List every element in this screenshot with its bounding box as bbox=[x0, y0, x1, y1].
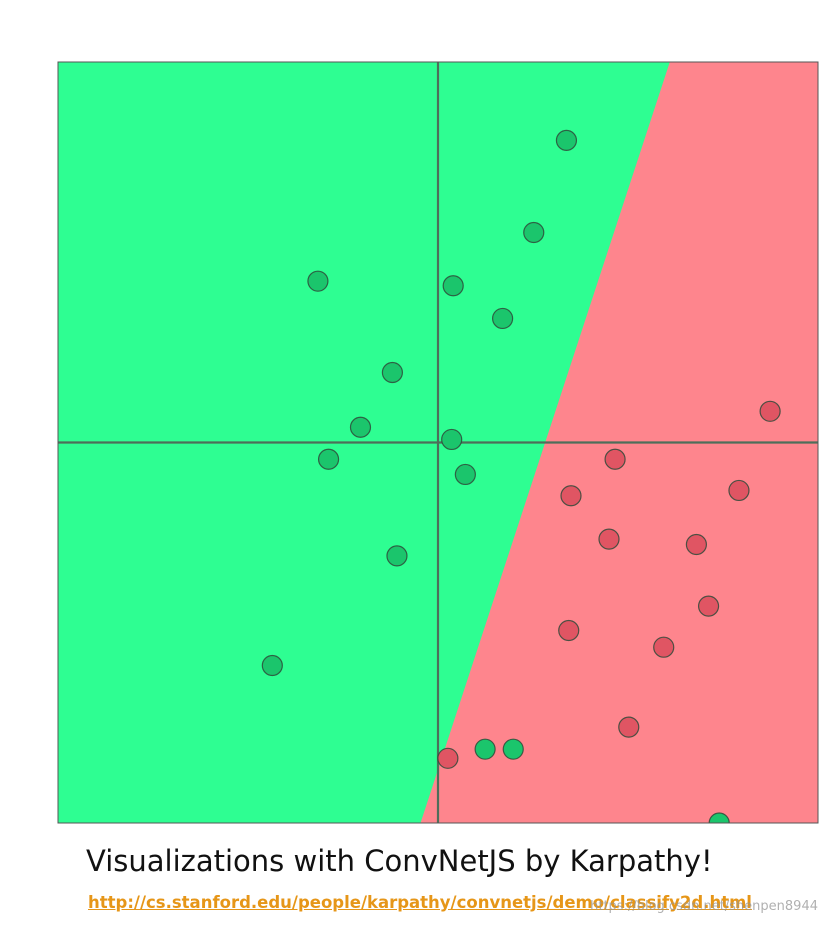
red-point bbox=[653, 636, 675, 658]
caption: Visualizations with ConvNetJS by Karpath… bbox=[86, 844, 713, 878]
green-point bbox=[523, 221, 545, 244]
green-point bbox=[261, 654, 283, 677]
red-point bbox=[598, 528, 620, 550]
axes bbox=[58, 62, 818, 823]
green-point bbox=[708, 812, 730, 823]
green-point bbox=[386, 545, 408, 567]
watermark: https://blog.csdn.net/shenpen8944 bbox=[590, 899, 818, 914]
green-point bbox=[454, 463, 476, 486]
red-point bbox=[437, 747, 459, 769]
plot-frame bbox=[57, 61, 819, 824]
green-point bbox=[442, 275, 464, 297]
green-point bbox=[381, 361, 403, 384]
source-link[interactable]: http://cs.stanford.edu/people/karpathy/c… bbox=[88, 893, 752, 912]
green-point bbox=[349, 416, 372, 438]
green-point bbox=[474, 738, 496, 760]
red-point bbox=[604, 448, 626, 470]
red-point bbox=[558, 619, 580, 642]
green-point bbox=[307, 270, 329, 292]
green-point bbox=[441, 428, 463, 451]
red-point bbox=[618, 716, 640, 738]
green-point bbox=[502, 738, 524, 760]
green-point bbox=[555, 129, 578, 151]
data-points bbox=[261, 129, 781, 823]
red-point bbox=[560, 485, 582, 507]
green-point bbox=[492, 307, 514, 330]
red-point bbox=[759, 400, 781, 422]
red-point bbox=[685, 533, 708, 556]
green-point bbox=[317, 448, 340, 470]
red-point bbox=[728, 479, 750, 502]
red-point bbox=[697, 595, 720, 617]
